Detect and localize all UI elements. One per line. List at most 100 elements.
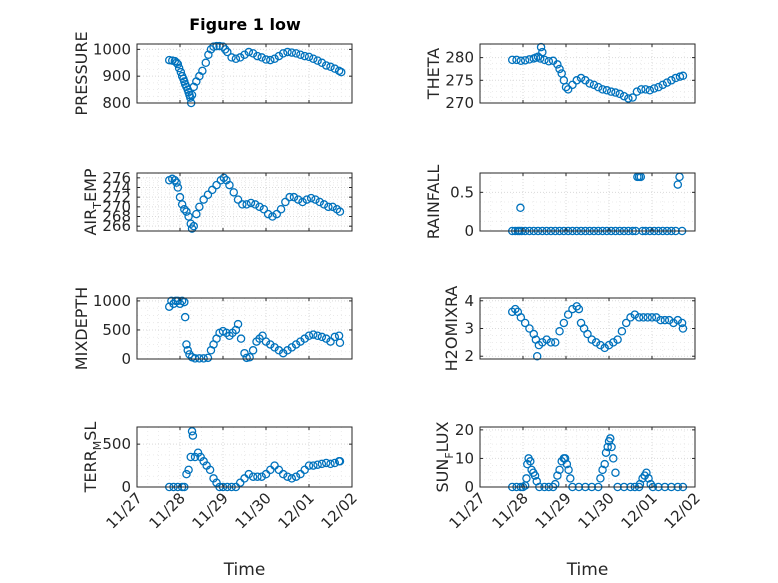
data-point bbox=[173, 59, 183, 69]
y-tick-label: 0 bbox=[121, 350, 131, 368]
data-point bbox=[546, 338, 556, 347]
data-point bbox=[291, 472, 301, 481]
data-point bbox=[516, 313, 526, 322]
data-point bbox=[227, 53, 236, 62]
data-point bbox=[182, 469, 191, 479]
data-point bbox=[300, 51, 309, 61]
data-point bbox=[647, 313, 657, 322]
axes-box bbox=[479, 426, 696, 488]
data-point bbox=[240, 348, 249, 358]
data-point bbox=[598, 85, 607, 94]
subplot-rainfall: 0 0.5 RAINFALL bbox=[424, 165, 696, 240]
x-tick-label: 12/01 bbox=[275, 489, 318, 532]
y-tick-label: 1000 bbox=[93, 40, 131, 58]
y-axis-label: TERRMSL bbox=[81, 422, 104, 494]
y-tick-label: 276 bbox=[102, 169, 131, 187]
data-point bbox=[673, 315, 683, 325]
data-point bbox=[601, 448, 611, 457]
data-point bbox=[170, 175, 180, 185]
data-point bbox=[199, 195, 208, 204]
data-point bbox=[645, 86, 655, 95]
data-point bbox=[628, 93, 637, 102]
data-point bbox=[667, 76, 676, 85]
y-axis-label: RAINFALL bbox=[424, 165, 443, 240]
data-point bbox=[644, 474, 653, 483]
data-point bbox=[533, 52, 543, 61]
data-point bbox=[281, 197, 290, 207]
data-point bbox=[313, 331, 322, 341]
data-point bbox=[257, 472, 266, 481]
y-tick-label: 2 bbox=[464, 347, 474, 365]
data-point bbox=[609, 454, 618, 463]
data-point bbox=[619, 91, 629, 101]
data-point bbox=[253, 51, 262, 61]
data-point bbox=[278, 469, 288, 479]
data-point bbox=[296, 469, 305, 479]
x-tick-label: 11/30 bbox=[232, 489, 275, 532]
y-axis-label: PRESSURE bbox=[72, 31, 91, 115]
data-point bbox=[182, 340, 191, 349]
data-point bbox=[624, 94, 633, 103]
data-point bbox=[589, 80, 599, 90]
data-point bbox=[606, 87, 616, 96]
data-point bbox=[671, 73, 680, 83]
axes-box bbox=[136, 43, 353, 104]
data-point bbox=[291, 49, 301, 58]
data-point bbox=[219, 173, 229, 183]
data-point bbox=[600, 343, 609, 353]
data-point bbox=[568, 80, 577, 90]
data-point bbox=[289, 192, 299, 202]
data-point bbox=[334, 66, 344, 76]
data-point bbox=[255, 202, 264, 212]
data-point bbox=[600, 459, 609, 469]
data-point bbox=[298, 197, 307, 207]
y-axis-label: AIRTEMP bbox=[81, 168, 104, 235]
data-point bbox=[585, 79, 594, 88]
data-point bbox=[324, 202, 333, 212]
data-point bbox=[209, 42, 218, 51]
data-point bbox=[309, 54, 318, 64]
data-point bbox=[626, 313, 635, 322]
data-point bbox=[330, 458, 340, 468]
data-point bbox=[220, 45, 230, 54]
y-tick-label: 270 bbox=[102, 198, 131, 216]
data-point bbox=[187, 224, 197, 233]
data-point bbox=[315, 197, 324, 207]
data-point bbox=[274, 51, 284, 61]
data-point bbox=[188, 431, 198, 440]
y-tick-label: 4 bbox=[464, 292, 474, 310]
data-point bbox=[617, 327, 627, 336]
data-point bbox=[522, 474, 531, 483]
x-tick-label: 12/01 bbox=[618, 489, 661, 532]
y-tick-label: 274 bbox=[102, 179, 131, 197]
data-point bbox=[306, 193, 316, 203]
data-point bbox=[335, 338, 345, 347]
data-point bbox=[317, 459, 327, 469]
data-point bbox=[677, 318, 687, 328]
data-point bbox=[259, 204, 269, 214]
y-tick-label: 1000 bbox=[93, 292, 131, 310]
data-point bbox=[242, 200, 251, 209]
data-point bbox=[328, 202, 337, 212]
data-point bbox=[270, 461, 279, 470]
data-point bbox=[283, 472, 292, 481]
data-point bbox=[330, 332, 340, 342]
data-point bbox=[564, 465, 573, 475]
data-point bbox=[538, 338, 547, 347]
data-point bbox=[287, 48, 297, 57]
data-point bbox=[609, 338, 618, 347]
data-point bbox=[621, 318, 631, 328]
data-point bbox=[296, 50, 305, 59]
data-point bbox=[304, 52, 314, 62]
data-point bbox=[634, 313, 644, 322]
data-point bbox=[231, 54, 241, 64]
data-point bbox=[313, 56, 322, 65]
data-point bbox=[516, 203, 525, 213]
x-tick-label: 11/28 bbox=[489, 489, 532, 532]
data-point bbox=[637, 85, 646, 94]
y-axis-label: THETA bbox=[424, 48, 443, 100]
